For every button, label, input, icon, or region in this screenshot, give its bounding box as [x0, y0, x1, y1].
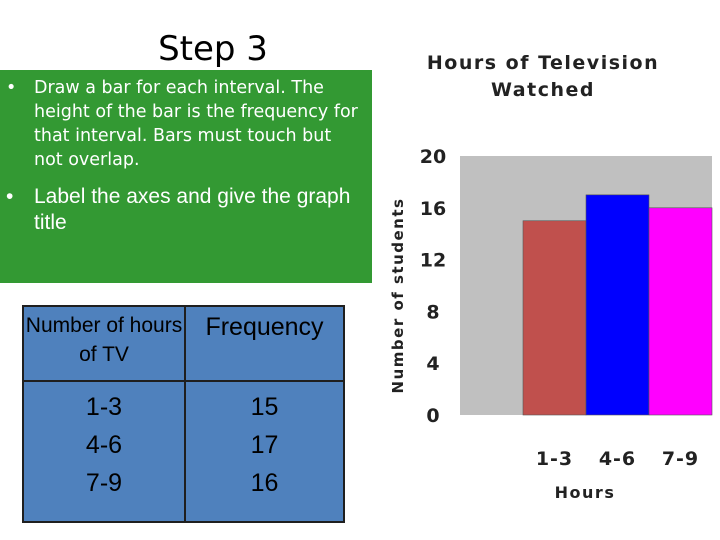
- chart-title-line-1: Hours of Television: [427, 52, 659, 74]
- bar: [585, 194, 650, 416]
- y-tick-label: 0: [426, 405, 439, 427]
- table-cell-frequency: 15: [250, 392, 279, 421]
- bar-chart: Hours of Television Watched 0 4 8 12 16 20 1-…: [389, 52, 713, 502]
- bullet-dot: •: [6, 78, 17, 98]
- y-tick-label: 16: [420, 198, 446, 220]
- bars: [522, 194, 713, 416]
- x-axis-label: Hours: [555, 483, 616, 502]
- table-header-hours: Number of hours of TV: [22, 305, 186, 382]
- table-row: 1-3 4-6 7-9 15 17 16: [22, 379, 345, 524]
- hours-column: 1-3 4-6 7-9: [22, 379, 186, 524]
- y-axis-label: Number of students: [389, 198, 407, 394]
- slide-title: Step 3: [158, 29, 268, 69]
- instructions-panel: [0, 70, 372, 283]
- bullet-text: Label the axes and give the graph title: [34, 185, 351, 234]
- table-cell-hours: 1-3: [85, 392, 123, 421]
- table-header-frequency: Frequency: [184, 305, 345, 382]
- chart-title-line-2: Watched: [491, 79, 595, 101]
- x-tick-label: 4-6: [599, 448, 636, 470]
- frequency-column: 15 17 16: [184, 379, 345, 524]
- bullet-text: Draw a bar for each interval. The height…: [34, 78, 358, 170]
- y-axis-ticks: 0 4 8 12 16 20: [420, 146, 446, 427]
- x-tick-label: 7-9: [662, 448, 699, 470]
- y-tick-label: 4: [426, 353, 439, 375]
- y-tick-label: 20: [420, 146, 446, 168]
- bullet-dot: •: [6, 185, 14, 208]
- table-header-row: Number of hours of TV Frequency: [22, 305, 345, 382]
- bar: [522, 220, 587, 416]
- y-tick-label: 12: [420, 250, 446, 272]
- table-cell-frequency: 16: [250, 468, 279, 497]
- table-cell-frequency: 17: [250, 430, 279, 459]
- x-axis-ticks: 1-3 4-6 7-9: [536, 448, 699, 470]
- bar: [648, 207, 713, 416]
- frequency-table: Number of hours of TV Frequency 1-3 4-6 …: [22, 305, 345, 524]
- x-tick-label: 1-3: [536, 448, 573, 470]
- table-cell-hours: 4-6: [85, 430, 123, 459]
- y-tick-label: 8: [426, 301, 439, 323]
- table-cell-hours: 7-9: [85, 468, 123, 497]
